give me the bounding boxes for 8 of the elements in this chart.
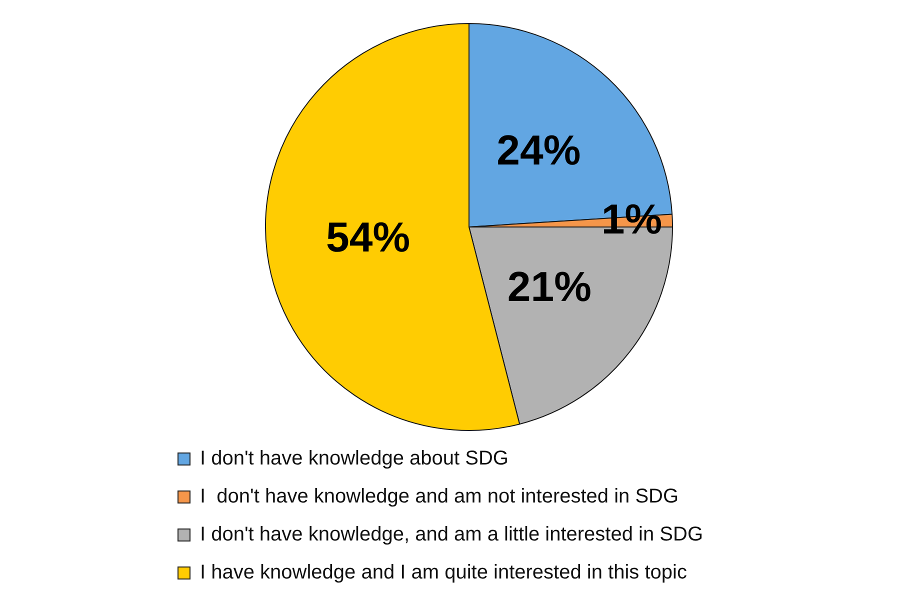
- legend-label: I don't have knowledge about SDG: [200, 448, 508, 470]
- data-label: 21%: [507, 262, 592, 310]
- legend-label: I have knowledge and I am quite interested in this topic: [200, 562, 687, 584]
- legend-label: I don't have knowledge, and am a little interested in SDG: [200, 524, 703, 546]
- data-label: 1%: [601, 195, 662, 242]
- data-label: 24%: [496, 126, 581, 174]
- data-label: 54%: [326, 213, 410, 260]
- legend-label: I don't have knowledge and am not interested in SDG: [200, 486, 679, 508]
